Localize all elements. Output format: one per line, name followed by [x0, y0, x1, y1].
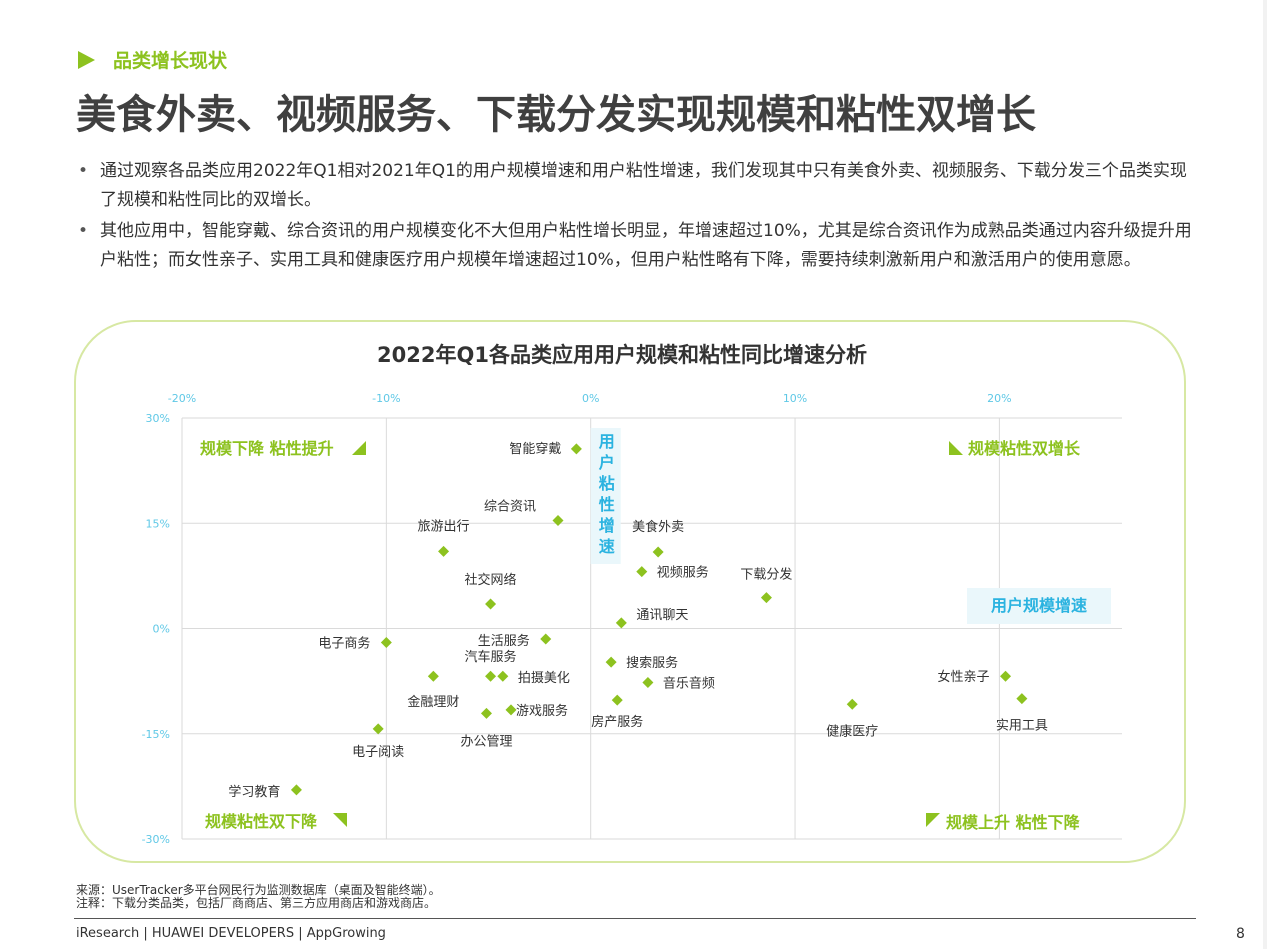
- data-point-label: 拍摄美化: [518, 671, 570, 686]
- data-point-marker: [611, 694, 623, 706]
- play-triangle-icon: [78, 50, 95, 69]
- y-axis-title-char: 性: [599, 495, 615, 514]
- data-point-marker: [846, 698, 858, 710]
- data-point-label: 电子商务: [318, 636, 370, 652]
- data-point-marker: [505, 704, 517, 716]
- data-point-label: 学习教育: [228, 784, 280, 800]
- data-point-label: 金融理财: [407, 694, 459, 710]
- source-notes: 来源：UserTracker多平台网民行为监测数据库（桌面及智能终端）。 注释：…: [76, 884, 441, 910]
- bullet-text: 通过观察各品类应用2022年Q1相对2021年Q1的用户规模增速和用户粘性增速，…: [100, 161, 1187, 210]
- data-point-marker: [760, 592, 772, 604]
- quadrant-label-bottom-left: 规模粘性双下降: [205, 812, 318, 831]
- data-point-marker: [380, 637, 392, 649]
- bullet-dot-icon: •: [78, 161, 89, 181]
- bullet-item: • 其他应用中，智能穿戴、综合资讯的用户规模变化不大但用户粘性增长明显，年增速超…: [78, 217, 1198, 275]
- bullet-list: • 通过观察各品类应用2022年Q1相对2021年Q1的用户规模增速和用户粘性增…: [78, 157, 1198, 277]
- corner-triangle-icon: [333, 813, 347, 827]
- data-point-marker: [1000, 670, 1012, 682]
- y-tick-label: -30%: [142, 833, 170, 846]
- data-point-label: 游戏服务: [516, 703, 568, 719]
- remark-note: 注释：下载分类品类，包括厂商商店、第三方应用商店和游戏商店。: [76, 896, 437, 910]
- data-point-label: 女性亲子: [938, 669, 990, 685]
- y-axis-title-char: 用: [599, 432, 615, 451]
- quadrant-label-top-right: 规模粘性双增长: [968, 439, 1081, 458]
- data-point-marker: [290, 784, 302, 796]
- page-title: 美食外卖、视频服务、下载分发实现规模和粘性双增长: [76, 92, 1036, 138]
- data-point-marker: [615, 617, 627, 629]
- section-tag-label: 品类增长现状: [113, 50, 228, 72]
- data-point-label: 旅游出行: [418, 519, 470, 534]
- data-point-label: 生活服务: [478, 633, 530, 649]
- data-point-marker: [485, 598, 497, 610]
- x-tick-label: -20%: [168, 392, 196, 405]
- x-tick-label: 10%: [783, 392, 807, 405]
- y-axis-title-bg: [590, 428, 621, 564]
- bullet-text: 其他应用中，智能穿戴、综合资讯的用户规模变化不大但用户粘性增长明显，年增速超过1…: [100, 221, 1192, 270]
- data-point-marker: [497, 670, 509, 682]
- section-tag: 品类增长现状: [78, 46, 227, 73]
- x-axis-title: 用户规模增速: [991, 596, 1087, 615]
- data-point-label: 综合资讯: [484, 499, 536, 514]
- data-point-marker: [570, 443, 582, 455]
- data-point-label: 音乐音频: [663, 676, 715, 692]
- y-tick-label: 0%: [153, 623, 170, 636]
- y-axis-title-char: 户: [599, 453, 615, 472]
- data-point-marker: [372, 723, 384, 735]
- data-point-marker: [552, 514, 564, 526]
- data-point-label: 健康医疗: [826, 723, 878, 739]
- data-point-label: 下载分发: [740, 567, 792, 583]
- x-tick-label: 20%: [987, 392, 1011, 405]
- data-point-label: 汽车服务: [465, 649, 517, 665]
- data-point-label: 社交网络: [465, 572, 517, 588]
- y-axis-title: 用户粘性增速: [599, 432, 615, 556]
- data-point-marker: [438, 545, 450, 557]
- data-point-marker: [540, 633, 552, 645]
- data-point-marker: [642, 677, 654, 689]
- corner-triangle-icon: [352, 441, 366, 455]
- data-point-marker: [652, 546, 664, 558]
- corner-triangle-icon: [926, 813, 940, 827]
- page-number: 8: [1236, 926, 1245, 942]
- data-point-label: 搜索服务: [626, 655, 678, 671]
- footer-credits: iResearch | HUAWEI DEVELOPERS | AppGrowi…: [76, 926, 386, 941]
- footer-divider: [74, 918, 1196, 919]
- data-point-label: 房产服务: [591, 714, 643, 730]
- bullet-dot-icon: •: [78, 221, 89, 241]
- data-point-marker: [605, 656, 617, 668]
- data-point-label: 办公管理: [460, 734, 512, 749]
- data-point-label: 美食外卖: [632, 519, 684, 535]
- quadrant-label-top-left: 规模下降 粘性提升: [200, 439, 334, 458]
- data-point-label: 智能穿戴: [509, 441, 561, 457]
- quadrant-label-bottom-right: 规模上升 粘性下降: [946, 813, 1081, 832]
- y-axis-title-char: 增: [599, 516, 615, 535]
- y-tick-label: -15%: [142, 728, 170, 741]
- x-tick-label: 0%: [582, 392, 599, 405]
- y-axis-title-char: 速: [599, 537, 615, 556]
- data-point-marker: [636, 566, 648, 578]
- y-tick-label: 30%: [146, 412, 170, 425]
- x-axis-title-bg: [967, 588, 1111, 624]
- data-point-label: 视频服务: [657, 565, 709, 581]
- data-point-marker: [427, 670, 439, 682]
- page-edge: [1263, 0, 1267, 949]
- data-point-marker: [485, 670, 497, 682]
- data-point-label: 实用工具: [996, 719, 1048, 734]
- bullet-item: • 通过观察各品类应用2022年Q1相对2021年Q1的用户规模增速和用户粘性增…: [78, 157, 1198, 215]
- y-tick-label: 15%: [146, 517, 170, 530]
- source-note: 来源：UserTracker多平台网民行为监测数据库（桌面及智能终端）。: [76, 883, 441, 897]
- corner-triangle-icon: [949, 441, 963, 455]
- data-point-label: 电子阅读: [352, 745, 404, 760]
- y-axis-title-char: 粘: [599, 474, 615, 493]
- data-point-marker: [480, 707, 492, 719]
- data-point-label: 通讯聊天: [636, 608, 688, 623]
- x-tick-label: -10%: [372, 392, 400, 405]
- chart-title: 2022年Q1各品类应用用户规模和粘性同比增速分析: [377, 343, 867, 367]
- data-point-marker: [1016, 693, 1028, 705]
